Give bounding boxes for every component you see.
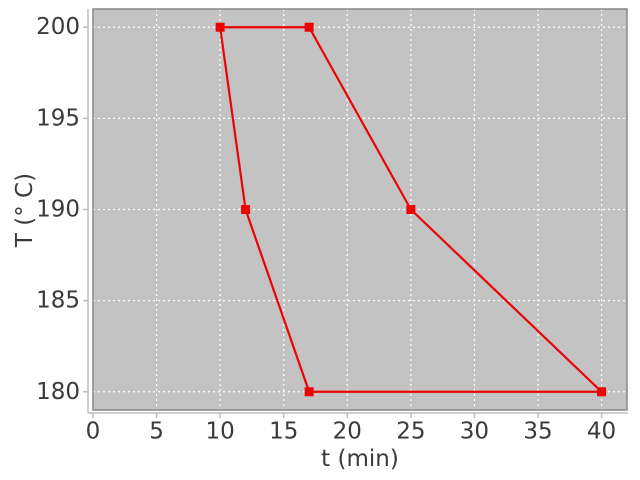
data-marker	[241, 205, 251, 214]
y-axis-title: T (° C)	[12, 173, 38, 248]
x-tick-label: 25	[396, 419, 425, 445]
plot-frame	[92, 8, 628, 411]
x-tick-label: 15	[269, 419, 298, 445]
y-tick-label: 180	[36, 379, 80, 405]
data-marker	[406, 205, 416, 214]
data-marker	[304, 22, 314, 32]
data-marker	[597, 387, 607, 397]
plot-layer: 0 5 10 15 20 25 30 35 40 180 185 190 195 200	[36, 8, 628, 445]
x-tick-label: 30	[460, 419, 489, 445]
y-tick-label: 190	[36, 197, 80, 223]
x-tick-label: 10	[206, 419, 235, 445]
y-tick-label: 185	[36, 288, 80, 314]
x-tick-label: 0	[86, 419, 101, 445]
x-tick-label: 35	[523, 419, 552, 445]
x-axis-title: t (min)	[321, 446, 399, 472]
y-tick-label: 200	[36, 14, 80, 40]
x-tick-label: 40	[587, 419, 616, 445]
x-tick-label: 5	[149, 419, 164, 445]
x-tick-label: 20	[333, 419, 362, 445]
data-marker	[304, 387, 314, 397]
data-marker	[215, 22, 225, 32]
y-tick-label: 195	[36, 105, 80, 131]
